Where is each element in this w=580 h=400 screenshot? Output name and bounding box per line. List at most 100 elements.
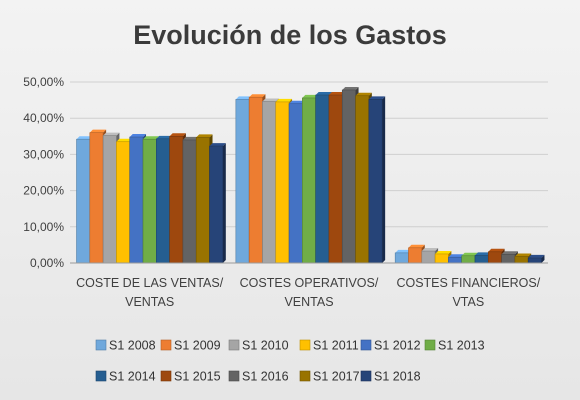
bar <box>315 94 330 264</box>
legend-swatch <box>95 339 107 351</box>
legend-swatch <box>424 339 436 351</box>
category-label: COSTES OPERATIVOS/ <box>240 276 379 290</box>
legend-swatch <box>95 370 107 382</box>
bar <box>302 97 316 264</box>
category-label: VENTAS <box>284 295 333 309</box>
bar-side <box>382 96 386 263</box>
category-label: COSTES FINANCIEROS/ <box>396 276 540 290</box>
legend-swatch <box>360 339 372 351</box>
legend-label: S1 2017 <box>313 370 360 384</box>
legend-swatch <box>299 370 311 382</box>
bar-top <box>89 129 107 133</box>
bar-top <box>355 92 372 96</box>
bar-top <box>461 252 478 256</box>
category-label: VTAS <box>452 295 484 309</box>
legend-label: S1 2011 <box>313 339 359 353</box>
bar <box>248 96 263 264</box>
legend: S1 2008 S1 2009 S1 2010 S1 2011 S1 2012 S1 20… <box>95 339 485 384</box>
legend-label: S1 2018 <box>374 370 421 384</box>
bar-top <box>448 254 465 258</box>
legend-swatch <box>360 370 372 382</box>
bar <box>487 251 502 264</box>
bar-top <box>421 248 439 252</box>
bar <box>76 138 91 264</box>
bar <box>421 250 436 264</box>
chart-title: Evolución de los Gastos <box>133 20 447 50</box>
bar-top <box>342 86 359 90</box>
bar <box>89 132 104 264</box>
bar <box>474 255 489 264</box>
bar <box>262 101 277 264</box>
bar-top <box>235 96 253 100</box>
legend-swatch <box>160 370 172 382</box>
legend-label: S1 2012 <box>374 339 421 353</box>
bar-top <box>302 94 319 98</box>
bar <box>129 136 144 264</box>
y-tick-label: 50,00% <box>23 75 64 89</box>
bar-top <box>435 250 452 254</box>
bar-top <box>488 248 505 252</box>
bar <box>394 252 409 264</box>
legend-label: S1 2008 <box>109 339 156 353</box>
bar <box>156 138 170 264</box>
bar <box>209 145 224 264</box>
bar-top <box>528 254 545 258</box>
legend-label: S1 2009 <box>174 339 221 353</box>
bar <box>102 135 117 264</box>
category-label: COSTE DE LAS VENTAS/ <box>76 276 224 290</box>
bar <box>434 253 449 264</box>
bar-top <box>76 136 93 140</box>
bar-top <box>395 249 412 253</box>
bar <box>355 95 370 264</box>
legend-label: S1 2015 <box>174 370 221 384</box>
legend-swatch <box>299 339 311 351</box>
bar-top <box>182 136 200 140</box>
legend-swatch <box>160 339 172 351</box>
bar-top <box>262 98 279 102</box>
y-tick-label: 0,00% <box>30 256 64 270</box>
bar <box>501 254 516 264</box>
bar <box>288 103 303 264</box>
bar <box>235 99 250 264</box>
bar <box>448 256 462 264</box>
bar-top <box>328 92 346 96</box>
y-tick-label: 20,00% <box>23 184 64 198</box>
bar <box>328 94 343 264</box>
bar <box>142 138 157 264</box>
bar-top <box>249 94 266 98</box>
bar <box>169 136 184 264</box>
legend-swatch <box>228 370 240 382</box>
category-label: VENTAS <box>125 295 174 309</box>
bar-top <box>368 96 386 100</box>
bar-top <box>501 251 518 255</box>
legend-label: S1 2014 <box>109 370 156 384</box>
bar <box>514 256 529 264</box>
bar-top <box>116 138 133 142</box>
bar-top <box>408 244 425 248</box>
bar-top <box>474 252 492 256</box>
bar <box>461 255 476 264</box>
bar-top <box>315 92 332 96</box>
bar <box>408 247 423 264</box>
legend-label: S1 2016 <box>242 370 289 384</box>
bar-top <box>209 143 226 147</box>
bar-top <box>169 133 186 137</box>
bar <box>341 89 356 264</box>
y-tick-label: 40,00% <box>23 111 64 125</box>
bar-top <box>289 100 306 104</box>
bar-top <box>103 132 120 136</box>
bar-top <box>275 98 293 102</box>
axes: 0,00% 10,00% 20,00% 30,00% 40,00% 50,00% COSTE… <box>23 75 548 309</box>
y-tick-label: 10,00% <box>23 220 64 234</box>
bar-top <box>514 253 532 257</box>
bar <box>368 99 383 264</box>
bar-side <box>541 254 545 263</box>
bar-top <box>143 136 160 140</box>
bars <box>76 86 545 264</box>
legend-swatch <box>228 339 240 351</box>
bar <box>527 257 542 264</box>
y-tick-label: 30,00% <box>23 147 64 161</box>
legend-label: S1 2010 <box>242 339 289 353</box>
